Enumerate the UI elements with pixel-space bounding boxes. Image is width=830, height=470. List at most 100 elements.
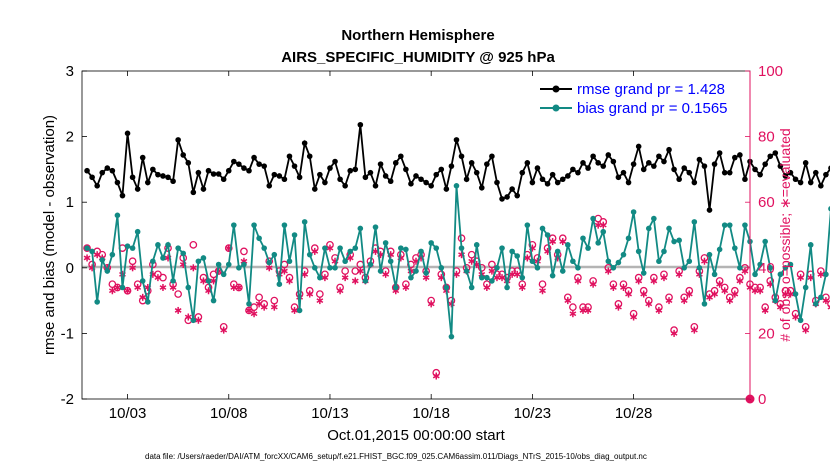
obs-evaluated-point [817,270,825,278]
chart-title-line-2: AIRS_SPECIFIC_HUMIDITY @ 925 hPa [281,49,555,66]
obs-evaluated-point [194,316,202,324]
obs-evaluated-point [635,277,643,285]
bias-point [458,245,465,251]
legend-rmse-marker [552,85,560,93]
obs-evaluated-point [630,313,638,321]
obs-evaluated-point [756,287,764,295]
obs-evaluated-point [665,297,673,305]
bias-point [337,245,343,251]
legend-bias-label: bias grand pr = 0.1565 [577,100,728,117]
rmse-point [585,165,591,171]
rmse-point [484,161,490,167]
obs-evaluated-point [108,287,116,295]
obs-evaluated-point [432,372,440,380]
bias-point [200,255,207,261]
bias-point [150,258,156,265]
y-tick-label-left: 0 [66,260,74,277]
bias-point [610,265,617,271]
obs-evaluated-point [488,267,496,275]
rmse-point [119,192,126,199]
rmse-point [139,154,146,161]
rmse-point [347,167,354,174]
bias-point [640,270,647,276]
bias-point [686,258,693,265]
bias-point [306,251,313,258]
rmse-point [317,171,323,178]
obs-evaluated-point [640,290,648,298]
bias-point [570,258,576,265]
rmse-point [721,169,728,176]
rmse-point [671,166,677,173]
obs-evaluated-point [83,254,91,262]
bias-point [478,274,485,281]
obs-evaluated-point [124,287,131,295]
obs-evaluated-point [827,304,830,310]
rmse-point [210,171,217,177]
rmse-point [529,179,536,186]
rmse-point [261,163,267,169]
bias-point [787,261,794,268]
rmse-point [752,166,758,173]
rmse-point [549,171,556,178]
left-axis: -2 -1 0 1 2 3 [61,63,87,408]
bias-point [144,299,151,305]
rmse-point [565,173,571,179]
rmse-point [89,174,95,181]
rmse-point [676,176,682,183]
bias-point [757,261,763,268]
obs-possible-point [83,244,91,252]
obs-evaluated-point [655,306,663,314]
obs-evaluated-point [761,306,769,314]
bias-point [463,268,470,274]
rmse-point [200,186,207,192]
obs-evaluated-point [609,283,617,291]
bias-point [382,240,389,246]
bias-point [104,268,111,274]
obs-evaluated-point [685,290,693,298]
chart-title-line-1: Northern Hemisphere [341,27,494,44]
bias-point [726,222,733,228]
rmse-point [797,179,804,186]
y-tick-label-left: 3 [66,63,74,80]
obs-evaluated-point [129,264,137,272]
bias-point [595,240,601,246]
rmse-point [443,186,450,192]
rmse-point [524,160,531,166]
y-tick-label-right: 60 [758,194,775,211]
x-tick-label: 10/03 [109,405,147,422]
bias-point [129,245,136,251]
obs-evaluated-point [255,300,263,308]
obs-evaluated-point [802,326,810,334]
bias-point [823,271,829,278]
bias-point [347,248,354,255]
rmse-point [155,171,161,178]
bias-point [549,272,556,279]
obs-possible-point [827,300,830,308]
rmse-point [661,158,667,165]
rmse-point [352,166,359,173]
bias-point [403,246,409,253]
bias-point [509,248,515,255]
bias-point [134,228,141,235]
bias-point [185,284,192,291]
bias-point [742,222,748,228]
bias-point [651,215,657,222]
rmse-point [281,176,288,183]
bias-point [261,245,267,251]
bias-point [797,317,804,324]
bias-point [443,284,450,291]
legend: rmse grand pr = 1.428 bias grand pr = 0.… [532,78,746,118]
rmse-point [301,140,308,146]
obs-evaluated-point [270,303,278,311]
obs-evaluated-point [250,310,258,318]
obs-evaluated-point [245,306,253,314]
rmse-point [150,166,156,173]
bias-point [377,268,384,274]
rmse-point [504,194,510,200]
obs-evaluated-point [549,238,557,246]
bias-point [792,291,799,297]
rmse-point [114,179,121,186]
rmse-point [433,171,440,178]
rmse-point [534,165,541,171]
bias-point [681,265,688,271]
